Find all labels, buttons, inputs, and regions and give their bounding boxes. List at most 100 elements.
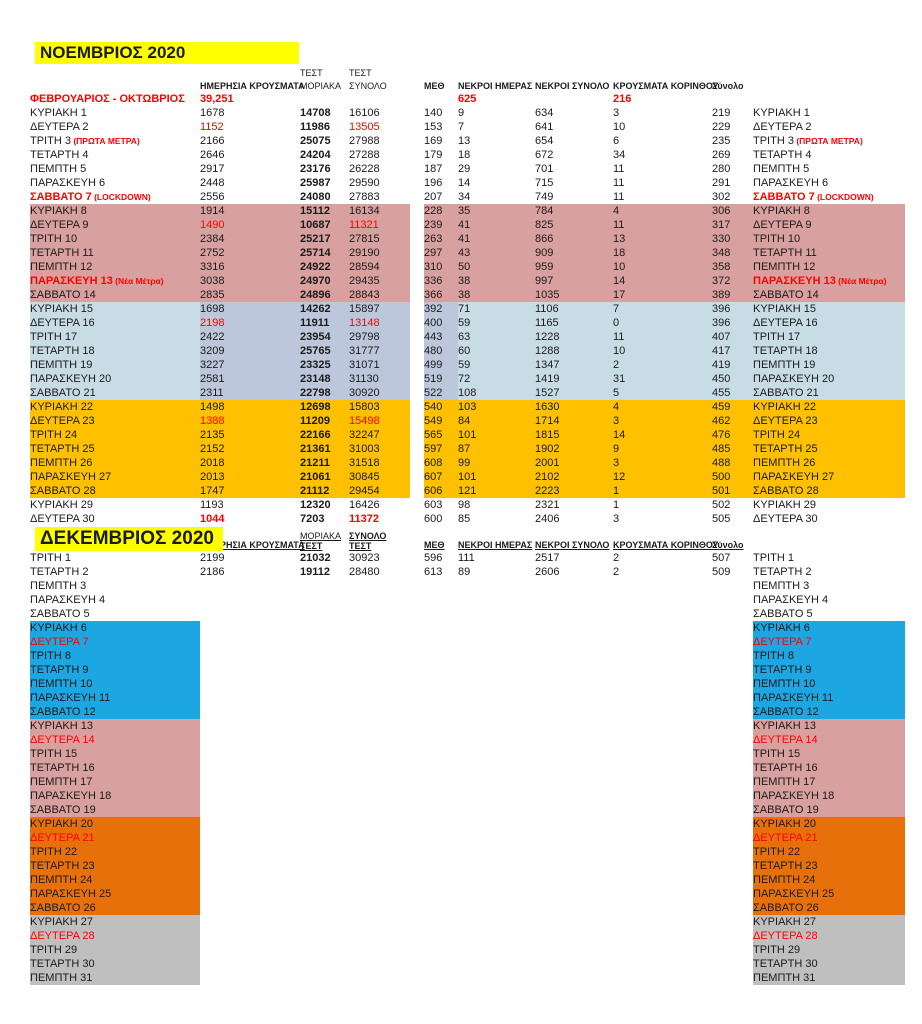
total-cell: 28594 <box>349 260 410 274</box>
deaths-total-cell: 866 <box>535 232 613 246</box>
korinthos-cell <box>613 971 712 985</box>
meth-cell <box>424 845 458 859</box>
moriaka-cell: 22798 <box>300 386 349 400</box>
day-cell: ΚΥΡΙΑΚΗ 20 <box>30 817 200 831</box>
total-cell: 11372 <box>349 513 379 525</box>
day-label: ΔΕΥΤΕΡΑ 30 <box>753 513 818 525</box>
day-label: ΤΡΙΤΗ 1 <box>30 552 71 564</box>
synolo-cell: 501 <box>712 484 753 498</box>
korinthos-cell: 10 <box>613 121 626 133</box>
day-right-cell: ΣΑΒΒΑΤΟ 28 <box>753 484 905 498</box>
deaths-total-cell <box>535 761 613 775</box>
deaths-total-cell: 1106 <box>535 302 613 316</box>
synolo-cell: 306 <box>712 204 753 218</box>
meth-cell: 366 <box>424 288 458 302</box>
table-row: ΤΕΤΑΡΤΗ 23 ΤΕΤΑΡΤΗ 23 <box>30 859 905 873</box>
column-gap <box>410 484 424 498</box>
day-right-cell: ΠΑΡΑΣΚΕΥΗ 4 <box>753 593 905 607</box>
day-right-cell: ΔΕΥΤΕΡΑ 16 <box>753 316 905 330</box>
day-label: ΣΑΒΒΑΤΟ 14 <box>30 289 96 301</box>
total-cell: 30920 <box>349 386 410 400</box>
cases-cell <box>200 929 300 943</box>
day-suffix: (Νέα Μέτρα) <box>112 276 164 286</box>
synolo-cell: 280 <box>712 163 731 175</box>
korinthos-cell <box>613 873 712 887</box>
day-right-cell: ΔΕΥΤΕΡΑ 14 <box>753 733 905 747</box>
synolo-cell: 419 <box>712 358 753 372</box>
column-gap <box>410 831 424 845</box>
day-label: ΤΕΤΑΡΤΗ 23 <box>30 860 95 872</box>
day-cell: ΤΡΙΤΗ 1 <box>30 551 200 565</box>
table-row: ΠΑΡΑΣΚΕΥΗ 6 2448 25987 29590 196 14 715 11 291 ΠΑ… <box>30 176 905 190</box>
cases-cell <box>200 831 300 845</box>
synolo-test-header: ΣΥΝΟΛΟ ΤΕΣΤ <box>349 531 410 551</box>
deaths-total-cell: 634 <box>535 107 554 119</box>
column-gap <box>410 414 424 428</box>
day-right-cell: ΤΕΤΑΡΤΗ 16 <box>753 761 905 775</box>
deaths-total-cell: 909 <box>535 246 613 260</box>
day-label: ΣΑΒΒΑΤΟ 28 <box>30 485 96 497</box>
meth-cell <box>424 621 458 635</box>
table-row: ΣΑΒΒΑΤΟ 21 2311 22798 30920 522 108 1527 5 455 ΣΑ… <box>30 386 905 400</box>
day-label: ΤΡΙΤΗ 22 <box>753 846 801 858</box>
moriaka-header: ΜΟΡΙΑΚΑ <box>300 81 342 91</box>
day-label: ΠΕΜΠΤΗ 19 <box>753 359 816 371</box>
total-cell: 29454 <box>349 484 410 498</box>
deaths-total-cell: 641 <box>535 121 554 133</box>
moriaka-cell <box>300 901 349 915</box>
moriaka-line: ΜΟΡΙΑΚΑ <box>300 531 342 541</box>
total-cell: 16106 <box>349 107 380 119</box>
day-label: ΠΑΡΑΣΚΕΥΗ 27 <box>30 471 112 483</box>
column-gap <box>410 358 424 372</box>
cases-cell: 2835 <box>200 288 300 302</box>
korinthos-cell: 6 <box>613 135 620 147</box>
day-label: ΠΕΜΠΤΗ 26 <box>30 457 93 469</box>
korinthos-cell: 1 <box>613 499 620 511</box>
table-row: ΤΡΙΤΗ 1 2199 21032 30923 596 111 2517 2 507 ΤΡΙΤΗ… <box>30 551 905 565</box>
korinthos-cell <box>613 705 712 719</box>
deaths-total-cell <box>535 593 613 607</box>
cases-cell: 1193 <box>200 499 224 511</box>
total-cell <box>349 579 410 593</box>
deaths-total-cell: 784 <box>535 204 613 218</box>
day-cell: ΤΕΤΑΡΤΗ 2 <box>30 565 200 579</box>
day-label: ΔΕΥΤΕΡΑ 16 <box>30 317 95 329</box>
meth-cell: 153 <box>424 121 443 133</box>
total-cell: 29798 <box>349 330 410 344</box>
table-row: ΠΕΜΠΤΗ 17 ΠΕΜΠΤΗ 17 <box>30 775 905 789</box>
moriaka-cell <box>300 635 349 649</box>
table-row: ΚΥΡΙΑΚΗ 6 ΚΥΡΙΑΚΗ 6 <box>30 621 905 635</box>
day-right-cell: ΣΑΒΒΑΤΟ 12 <box>753 705 905 719</box>
deaths-total-cell <box>535 859 613 873</box>
synolo-cell <box>712 761 753 775</box>
day-label: ΤΕΤΑΡΤΗ 30 <box>30 958 95 970</box>
meth-cell <box>424 677 458 691</box>
synolo-cell: 455 <box>712 386 753 400</box>
total-cell: 30923 <box>349 552 380 564</box>
day-right-cell: ΠΑΡΑΣΚΕΥΗ 13 (Νέα Μέτρα) <box>753 274 905 288</box>
korinthos-cell <box>613 803 712 817</box>
meth-cell <box>424 957 458 971</box>
meth-cell <box>424 901 458 915</box>
deaths-total-cell <box>535 845 613 859</box>
synolo-cell: 500 <box>712 470 753 484</box>
deaths-day-cell: 50 <box>458 260 535 274</box>
november-title: ΝΟΕΜΒΡΙΟΣ 2020 <box>35 42 299 64</box>
synolo-cell <box>712 663 753 677</box>
moriaka-cell <box>300 929 349 943</box>
deaths-total-cell <box>535 901 613 915</box>
moriaka-cell <box>300 579 349 593</box>
table-row: ΤΡΙΤΗ 29 ΤΡΙΤΗ 29 <box>30 943 905 957</box>
day-label: ΠΑΡΑΣΚΕΥΗ 13 <box>30 275 113 287</box>
day-right-cell: ΔΕΥΤΕΡΑ 7 <box>753 635 905 649</box>
day-label: ΤΡΙΤΗ 29 <box>30 944 78 956</box>
day-cell: ΤΕΤΑΡΤΗ 4 <box>30 148 200 162</box>
day-label: ΠΑΡΑΣΚΕΥΗ 27 <box>753 471 835 483</box>
meth-cell: 606 <box>424 484 458 498</box>
spacer <box>753 92 905 106</box>
synolo-cell <box>712 957 753 971</box>
day-label: ΚΥΡΙΑΚΗ 13 <box>30 720 93 732</box>
day-label: ΤΕΤΑΡΤΗ 11 <box>30 247 94 259</box>
korinthos-cell <box>613 901 712 915</box>
